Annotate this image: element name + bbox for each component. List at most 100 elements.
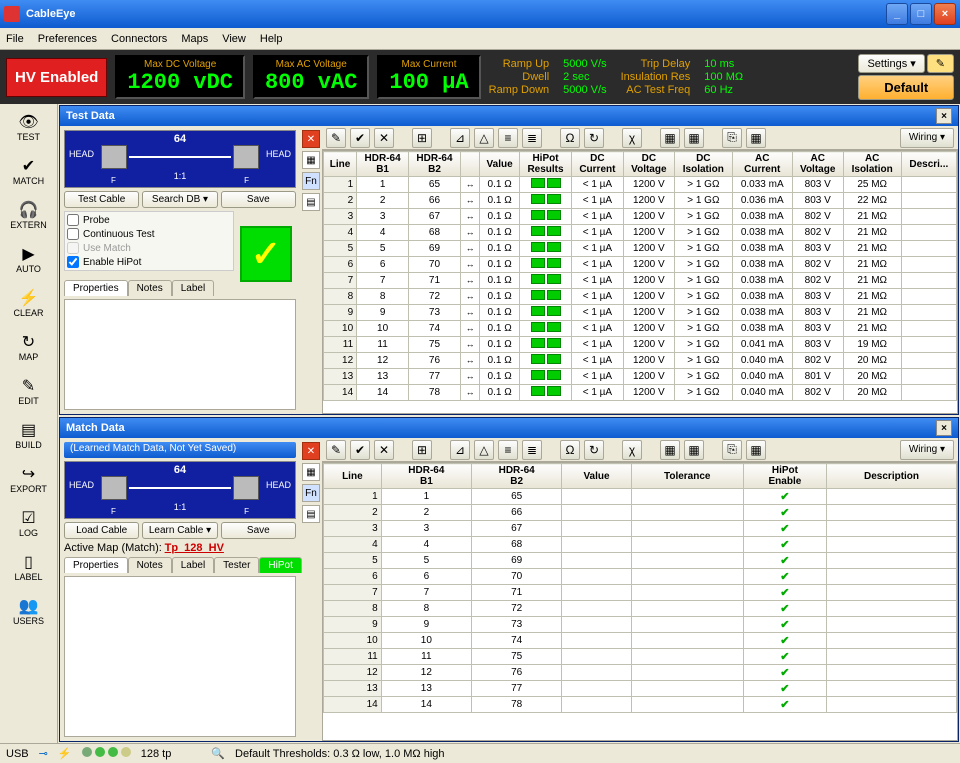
table-row[interactable]: 141478✔ — [324, 697, 957, 713]
table-row[interactable]: 5569↔0.1 Ω< 1 µA1200 V> 1 GΩ0.038 mA803 … — [324, 241, 957, 257]
toolbar-button[interactable]: Ω — [560, 128, 580, 148]
table-row[interactable]: 1165↔0.1 Ω< 1 µA1200 V> 1 GΩ0.033 mA803 … — [324, 177, 957, 193]
toolbar-button[interactable]: ✎ — [326, 128, 346, 148]
table-row[interactable]: 141478↔0.1 Ω< 1 µA1200 V> 1 GΩ0.040 mA80… — [324, 385, 957, 401]
sidebar-edit[interactable]: ✎EDIT — [4, 370, 54, 414]
table-row[interactable]: 101074✔ — [324, 633, 957, 649]
toolbar-button[interactable]: ▦ — [746, 440, 766, 460]
sidebar-extern[interactable]: 🎧EXTERN — [4, 194, 54, 238]
test-button-1[interactable]: Search DB ▾ — [142, 191, 217, 208]
table-row[interactable]: 5569✔ — [324, 553, 957, 569]
table-row[interactable]: 121276↔0.1 Ω< 1 µA1200 V> 1 GΩ0.040 mA80… — [324, 353, 957, 369]
toolbar-button[interactable]: ≣ — [522, 128, 542, 148]
table-row[interactable]: 121276✔ — [324, 665, 957, 681]
panel-icon[interactable]: ✕ — [302, 130, 320, 148]
table-row[interactable]: 8872↔0.1 Ω< 1 µA1200 V> 1 GΩ0.038 mA803 … — [324, 289, 957, 305]
wiring-dropdown[interactable]: Wiring ▾ — [900, 128, 954, 148]
panel-icon[interactable]: ✕ — [302, 442, 320, 460]
tab-notes[interactable]: Notes — [128, 280, 172, 296]
toolbar-button[interactable]: ▦ — [660, 128, 680, 148]
menu-maps[interactable]: Maps — [181, 33, 208, 45]
panel-icon[interactable]: ▤ — [302, 193, 320, 211]
table-row[interactable]: 7771↔0.1 Ω< 1 µA1200 V> 1 GΩ0.038 mA802 … — [324, 273, 957, 289]
toolbar-button[interactable]: Ω — [560, 440, 580, 460]
sidebar-export[interactable]: ↪EXPORT — [4, 458, 54, 502]
toolbar-button[interactable]: ≡ — [498, 128, 518, 148]
test-check-1[interactable]: Continuous Test — [67, 228, 231, 240]
toolbar-button[interactable]: ⊞ — [412, 440, 432, 460]
table-row[interactable]: 4468✔ — [324, 537, 957, 553]
toolbar-button[interactable]: ≣ — [522, 440, 542, 460]
table-row[interactable]: 101074↔0.1 Ω< 1 µA1200 V> 1 GΩ0.038 mA80… — [324, 321, 957, 337]
table-row[interactable]: 111175✔ — [324, 649, 957, 665]
sidebar-auto[interactable]: ▶AUTO — [4, 238, 54, 282]
settings-button[interactable]: Settings ▾ — [858, 54, 924, 73]
toolbar-button[interactable]: χ — [622, 440, 642, 460]
table-row[interactable]: 7771✔ — [324, 585, 957, 601]
toolbar-button[interactable]: ▦ — [684, 128, 704, 148]
toolbar-button[interactable]: ✔ — [350, 128, 370, 148]
tab-tester[interactable]: Tester — [214, 557, 259, 573]
toolbar-button[interactable]: ✕ — [374, 128, 394, 148]
match-button-2[interactable]: Save — [221, 522, 296, 539]
sidebar-map[interactable]: ↻MAP — [4, 326, 54, 370]
table-row[interactable]: 111175↔0.1 Ω< 1 µA1200 V> 1 GΩ0.041 mA80… — [324, 337, 957, 353]
match-panel-close-button[interactable]: × — [936, 420, 952, 436]
sidebar-users[interactable]: 👥USERS — [4, 590, 54, 634]
test-button-2[interactable]: Save — [221, 191, 296, 208]
toolbar-button[interactable]: ✎ — [326, 440, 346, 460]
tab-notes[interactable]: Notes — [128, 557, 172, 573]
edit-hv-button[interactable]: ✎ — [927, 54, 954, 73]
match-button-0[interactable]: Load Cable — [64, 522, 139, 539]
match-button-1[interactable]: Learn Cable ▾ — [142, 522, 217, 539]
table-row[interactable]: 3367✔ — [324, 521, 957, 537]
test-check-3[interactable]: Enable HiPot — [67, 256, 231, 268]
tab-label[interactable]: Label — [172, 280, 214, 296]
sidebar-match[interactable]: ✔MATCH — [4, 150, 54, 194]
toolbar-button[interactable]: ⎘ — [722, 128, 742, 148]
table-row[interactable]: 6670↔0.1 Ω< 1 µA1200 V> 1 GΩ0.038 mA802 … — [324, 257, 957, 273]
test-panel-close-button[interactable]: × — [936, 108, 952, 124]
panel-icon[interactable]: Fn — [302, 172, 320, 190]
sidebar-build[interactable]: ▤BUILD — [4, 414, 54, 458]
toolbar-button[interactable]: △ — [474, 128, 494, 148]
toolbar-button[interactable]: ▦ — [746, 128, 766, 148]
table-row[interactable]: 9973↔0.1 Ω< 1 µA1200 V> 1 GΩ0.038 mA803 … — [324, 305, 957, 321]
tab-properties[interactable]: Properties — [64, 280, 128, 296]
table-row[interactable]: 131377↔0.1 Ω< 1 µA1200 V> 1 GΩ0.040 mA80… — [324, 369, 957, 385]
toolbar-button[interactable]: ↻ — [584, 128, 604, 148]
maximize-button[interactable]: □ — [910, 3, 932, 25]
table-row[interactable]: 8872✔ — [324, 601, 957, 617]
panel-icon[interactable]: ▦ — [302, 463, 320, 481]
table-row[interactable]: 1165✔ — [324, 489, 957, 505]
toolbar-button[interactable]: ↻ — [584, 440, 604, 460]
sidebar-test[interactable]: 👁TEST — [4, 106, 54, 150]
table-row[interactable]: 6670✔ — [324, 569, 957, 585]
tab-properties[interactable]: Properties — [64, 557, 128, 573]
toolbar-button[interactable]: χ — [622, 128, 642, 148]
panel-icon[interactable]: ▤ — [302, 505, 320, 523]
table-row[interactable]: 9973✔ — [324, 617, 957, 633]
table-row[interactable]: 2266✔ — [324, 505, 957, 521]
test-check-0[interactable]: Probe — [67, 214, 231, 226]
test-notes-area[interactable] — [64, 299, 296, 410]
tab-label[interactable]: Label — [172, 557, 214, 573]
toolbar-button[interactable]: ⊿ — [450, 128, 470, 148]
close-button[interactable]: × — [934, 3, 956, 25]
table-row[interactable]: 3367↔0.1 Ω< 1 µA1200 V> 1 GΩ0.038 mA802 … — [324, 209, 957, 225]
match-notes-area[interactable] — [64, 576, 296, 737]
match-data-table[interactable]: LineHDR-64B1HDR-64B2ValueToleranceHiPotE… — [323, 463, 957, 713]
test-data-table[interactable]: LineHDR-64B1HDR-64B2ValueHiPotResultsDCC… — [323, 151, 957, 401]
panel-icon[interactable]: Fn — [302, 484, 320, 502]
toolbar-button[interactable]: ▦ — [660, 440, 680, 460]
sidebar-clear[interactable]: ⚡CLEAR — [4, 282, 54, 326]
default-button[interactable]: Default — [858, 75, 954, 100]
sidebar-log[interactable]: ☑LOG — [4, 502, 54, 546]
toolbar-button[interactable]: ⊿ — [450, 440, 470, 460]
menu-view[interactable]: View — [222, 33, 246, 45]
toolbar-button[interactable]: ▦ — [684, 440, 704, 460]
sidebar-label[interactable]: ▯LABEL — [4, 546, 54, 590]
toolbar-button[interactable]: ⊞ — [412, 128, 432, 148]
panel-icon[interactable]: ▦ — [302, 151, 320, 169]
table-row[interactable]: 2266↔0.1 Ω< 1 µA1200 V> 1 GΩ0.036 mA803 … — [324, 193, 957, 209]
